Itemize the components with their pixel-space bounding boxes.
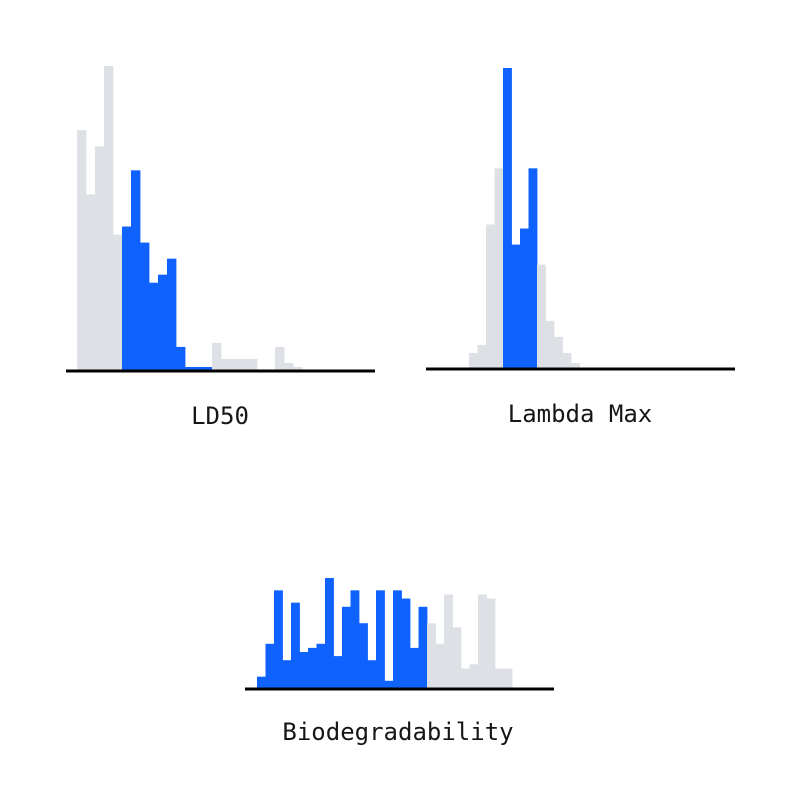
lambda-max-bar-2 [486,224,495,369]
ld50-bar-15 [212,342,222,371]
biodegradability-label: Biodegradability [282,718,513,746]
biodegradability-bar-26 [478,594,487,689]
ld50-bar-2 [95,146,105,371]
biodegradability-bars [257,578,513,689]
biodegradability-bar-0 [257,676,266,689]
biodegradability-bar-7 [316,643,326,689]
lambda-max-bar-9 [545,320,555,369]
ld50-bar-4 [113,234,123,371]
biodegradability-bar-27 [486,598,496,689]
lambda-max-bar-8 [537,264,546,369]
ld50-bar-9 [158,274,168,371]
histogram-panel-biodegradability: Biodegradability [245,578,554,746]
ld50-bar-10 [167,258,177,371]
lambda-max-bar-10 [554,336,563,369]
biodegradability-bar-4 [291,602,300,689]
biodegradability-bar-29 [503,668,513,689]
lambda-max-bar-1 [477,344,487,369]
ld50-bar-23 [284,362,294,371]
ld50-bars [77,66,303,371]
biodegradability-bar-5 [299,652,309,689]
ld50-bar-22 [275,346,285,371]
biodegradability-bar-11 [350,590,360,689]
ld50-bar-16 [221,358,231,371]
ld50-bar-8 [149,282,159,371]
lambda-max-label: Lambda Max [508,400,653,428]
biodegradability-bar-3 [282,660,292,689]
biodegradability-bar-15 [384,680,394,689]
lambda-max-bars [469,68,580,369]
biodegradability-bar-20 [427,623,436,689]
ld50-bar-1 [86,194,96,371]
biodegradability-bar-9 [333,656,343,689]
lambda-max-bar-4 [503,68,512,369]
biodegradability-bar-12 [359,623,368,689]
biodegradability-bar-17 [401,598,411,689]
ld50-bar-11 [176,346,186,371]
ld50-bar-12 [185,366,195,371]
lambda-max-bar-6 [520,228,529,369]
ld50-bar-17 [230,358,240,371]
histogram-panel-lambda-max: Lambda Max [426,68,735,428]
ld50-label: LD50 [191,402,249,430]
histogram-panel-ld50: LD50 [66,66,375,430]
ld50-bar-7 [140,242,150,371]
biodegradability-bar-10 [342,606,351,689]
ld50-bar-19 [248,358,258,371]
biodegradability-bar-19 [418,606,428,689]
ld50-bar-3 [104,66,114,371]
biodegradability-bar-16 [393,590,402,689]
ld50-bar-6 [131,170,141,371]
biodegradability-bar-6 [308,647,317,689]
biodegradability-bar-21 [435,643,445,689]
lambda-max-bar-12 [571,362,580,369]
biodegradability-bar-14 [376,590,385,689]
lambda-max-bar-11 [562,352,572,369]
lambda-max-bar-7 [528,168,538,369]
biodegradability-bar-2 [274,590,283,689]
ld50-bar-24 [293,366,303,371]
ld50-bar-5 [122,226,132,371]
lambda-max-bar-0 [469,352,478,369]
ld50-bar-14 [203,366,213,371]
biodegradability-bar-24 [461,668,470,689]
ld50-bar-18 [239,358,249,371]
biodegradability-bar-28 [495,668,504,689]
lambda-max-bar-3 [494,168,504,369]
lambda-max-bar-5 [511,244,521,369]
ld50-bar-13 [194,366,204,371]
biodegradability-bar-8 [325,578,334,689]
biodegradability-bar-13 [367,660,377,689]
biodegradability-bar-25 [469,664,479,689]
biodegradability-bar-1 [265,643,275,689]
biodegradability-bar-23 [452,627,462,689]
biodegradability-bar-18 [410,647,419,689]
biodegradability-bar-22 [444,594,453,689]
ld50-bar-0 [77,130,87,371]
